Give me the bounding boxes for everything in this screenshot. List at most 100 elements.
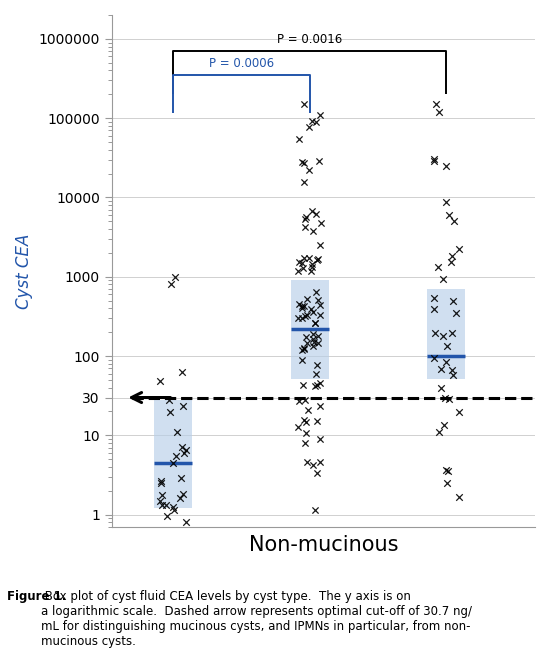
Point: [298, 345, 307, 356]
Point: [308, 307, 317, 317]
Bar: [154, 400, 192, 508]
Point: [316, 434, 324, 444]
Point: [309, 226, 317, 237]
Point: [316, 299, 325, 310]
Point: [436, 364, 445, 375]
Point: [314, 253, 322, 264]
Point: [295, 257, 304, 267]
Point: [442, 465, 450, 476]
Text: P = 0.0016: P = 0.0016: [277, 33, 342, 46]
Point: [303, 457, 312, 468]
Point: [434, 261, 443, 272]
Point: [455, 244, 464, 255]
Point: [434, 427, 443, 438]
Point: [316, 240, 324, 251]
Point: [302, 416, 311, 427]
Point: [430, 327, 439, 338]
Point: [307, 262, 316, 273]
Point: [445, 394, 454, 404]
Point: [163, 511, 172, 522]
Point: [450, 216, 459, 227]
Text: P = 0.0006: P = 0.0006: [209, 57, 274, 70]
Point: [182, 444, 191, 455]
Point: [180, 448, 189, 458]
Point: [298, 303, 307, 313]
Point: [442, 340, 451, 351]
Point: [172, 450, 181, 461]
Point: [430, 352, 438, 363]
Point: [306, 303, 315, 314]
Point: [176, 492, 185, 503]
Point: [440, 392, 449, 403]
Point: [182, 516, 190, 527]
Point: [307, 115, 316, 126]
Point: [309, 328, 317, 339]
Point: [443, 478, 452, 488]
Point: [311, 317, 320, 328]
Point: [303, 293, 312, 304]
Point: [169, 458, 178, 468]
Point: [443, 466, 452, 476]
Point: [302, 211, 311, 222]
Point: [309, 334, 317, 344]
Point: [316, 401, 324, 412]
Point: [313, 360, 322, 370]
Point: [430, 155, 438, 166]
Point: [310, 380, 319, 391]
Point: [311, 505, 320, 516]
Point: [454, 492, 463, 503]
Point: [298, 354, 307, 365]
Point: [314, 155, 323, 166]
Point: [295, 396, 304, 406]
Point: [301, 213, 310, 224]
Point: [178, 442, 186, 453]
Point: [312, 416, 321, 426]
Point: [300, 99, 309, 109]
Point: [177, 366, 186, 377]
Point: [312, 368, 321, 379]
Point: [317, 217, 326, 228]
Point: [294, 422, 302, 432]
Point: [314, 295, 322, 305]
Point: [300, 221, 309, 232]
Point: [304, 404, 312, 415]
Point: [169, 504, 178, 515]
Point: [170, 271, 179, 282]
Point: [157, 478, 166, 488]
Point: [158, 490, 167, 501]
Point: [314, 338, 323, 348]
Point: [156, 376, 164, 386]
Point: [438, 274, 447, 285]
Bar: [427, 289, 465, 379]
Point: [441, 197, 450, 207]
X-axis label: Non-mucinous: Non-mucinous: [249, 536, 398, 556]
Point: [438, 331, 447, 342]
Point: [299, 414, 308, 425]
Point: [442, 161, 451, 171]
Point: [301, 331, 310, 342]
Point: [300, 177, 309, 187]
Point: [312, 468, 321, 478]
Point: [300, 300, 309, 311]
Point: [300, 438, 309, 449]
Point: [179, 489, 188, 500]
Point: [299, 343, 308, 354]
Point: [431, 99, 440, 109]
Point: [299, 262, 307, 273]
Point: [301, 395, 310, 406]
Point: [300, 157, 309, 168]
Point: [299, 380, 308, 390]
Point: [302, 338, 311, 349]
Point: [309, 460, 318, 470]
Point: [298, 301, 306, 311]
Point: [430, 292, 439, 303]
Text: Figure 1.: Figure 1.: [7, 590, 66, 603]
Point: [448, 365, 457, 376]
Point: [449, 370, 458, 380]
Point: [312, 380, 321, 390]
Point: [452, 307, 460, 318]
Point: [442, 357, 451, 368]
Point: [300, 344, 309, 354]
Point: [312, 208, 321, 219]
Point: [297, 257, 306, 268]
